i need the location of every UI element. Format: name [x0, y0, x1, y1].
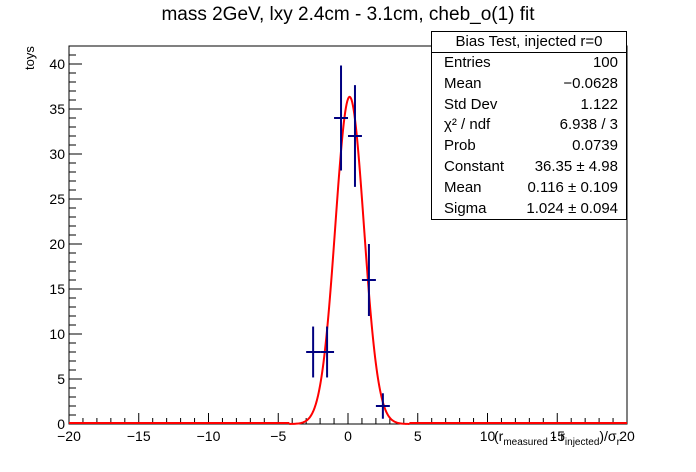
x-tick-label: 10 [480, 428, 496, 444]
x-tick-label: 20 [619, 428, 635, 444]
stats-label: Entries [444, 54, 491, 71]
stats-value: −0.0628 [563, 74, 618, 92]
stats-value: 1.024 ± 0.094 [526, 199, 618, 217]
x-tick-label: 5 [414, 428, 422, 444]
stats-value: 1.122 [580, 95, 618, 113]
x-tick-label: −20 [57, 428, 81, 444]
y-tick-label: 20 [49, 236, 65, 252]
x-tick-label: −5 [270, 428, 286, 444]
x-tick-label: 0 [344, 428, 352, 444]
stats-row: Constant 36.35 ± 4.98 [432, 157, 626, 178]
chart-title: mass 2GeV, lxy 2.4cm - 3.1cm, cheb_o(1) … [161, 4, 535, 25]
stats-value: 0.0739 [572, 137, 618, 155]
x-tick-label: −10 [197, 428, 221, 444]
x-axis-label-mid: - r [547, 428, 565, 444]
y-tick-label: 40 [49, 56, 65, 72]
y-tick-label: 10 [49, 326, 65, 342]
stats-label: Mean [444, 74, 482, 92]
y-tick-label: 5 [57, 371, 65, 387]
stats-label: Sigma [444, 199, 487, 217]
y-tick-label: 30 [49, 146, 65, 162]
stats-value: 0.116 ± 0.109 [527, 178, 618, 196]
y-axis-label: toys [22, 46, 37, 70]
y-tick-label: 15 [49, 281, 65, 297]
stats-row: Prob 0.0739 [432, 136, 626, 157]
stats-row: Entries 100 [432, 53, 626, 74]
fit-curve [289, 95, 410, 425]
stats-box: Bias Test, injected r=0 Entries 100 Mean −… [431, 31, 627, 220]
stats-value: 100 [592, 54, 618, 71]
x-axis-label-sub-measured: measured [503, 436, 548, 448]
y-tick-label: 0 [57, 416, 65, 432]
stats-row: Sigma 1.024 ± 0.094 [432, 199, 626, 220]
x-tick-label: 15 [549, 428, 565, 444]
stats-label: Prob [444, 137, 476, 155]
stats-label: Mean [444, 178, 482, 196]
y-tick-label: 35 [49, 101, 65, 117]
stats-value: 36.35 ± 4.98 [534, 157, 618, 175]
stats-header: Bias Test, injected r=0 [432, 32, 626, 53]
stats-row: χ² / ndf 6.938 / 3 [432, 115, 626, 136]
x-axis-label-sub-r: r [616, 436, 620, 448]
x-axis-label-close: )/σ [599, 428, 617, 444]
x-axis-label-sub-injected: injected [564, 436, 600, 448]
stats-row: Mean −0.0628 [432, 74, 626, 95]
stats-row: Mean 0.116 ± 0.109 [432, 178, 626, 199]
stats-label: Constant [444, 157, 505, 175]
y-tick-label: 25 [49, 191, 65, 207]
stats-label: Std Dev [444, 95, 498, 113]
x-tick-label: −15 [127, 428, 151, 444]
stats-value: 6.938 / 3 [559, 116, 618, 134]
x-axis-label: (rmeasured - rinjected)/σr [494, 428, 620, 448]
x-axis-label-open: (r [494, 428, 504, 444]
stats-row: Std Dev 1.122 [432, 95, 626, 116]
stats-label: χ² / ndf [444, 116, 491, 134]
